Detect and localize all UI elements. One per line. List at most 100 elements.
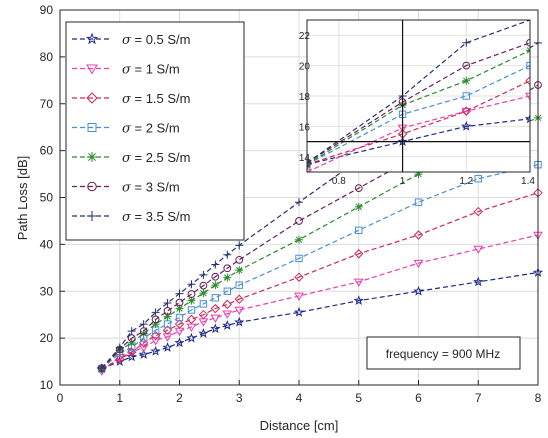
- data-point: [150, 337, 161, 346]
- y-tick-label: 20: [40, 331, 54, 345]
- inset-x-tick-label: 1.2: [459, 176, 473, 187]
- data-point: [414, 198, 423, 206]
- inset-y-tick-label: 22: [299, 31, 311, 42]
- x-axis-label: Distance [cm]: [260, 418, 339, 433]
- data-point: [474, 175, 482, 183]
- data-point: [295, 198, 303, 207]
- data-point: [414, 170, 423, 179]
- x-tick-label: 7: [475, 391, 482, 405]
- legend-entry: σ = 2.5 S/m: [72, 150, 191, 166]
- data-point: [223, 264, 232, 273]
- data-point: [174, 337, 185, 348]
- legend-marker: [87, 123, 97, 132]
- inset-data-point: [462, 92, 470, 100]
- legend-entry: σ = 2 S/m: [72, 121, 180, 137]
- data-point: [235, 266, 244, 275]
- y-tick-label: 10: [40, 378, 54, 392]
- inset-data-point: [462, 61, 471, 70]
- inset-data-point: [307, 158, 311, 167]
- data-point: [198, 328, 209, 338]
- legend-marker: [86, 92, 98, 104]
- series-line: [101, 164, 539, 370]
- data-point: [187, 290, 196, 298]
- x-tick-label: 1: [116, 391, 123, 405]
- data-point: [354, 202, 363, 211]
- y-tick-label: 60: [40, 144, 54, 158]
- data-point: [222, 320, 233, 330]
- data-point: [473, 276, 484, 287]
- frequency-annotation: frequency = 900 MHz: [366, 336, 521, 370]
- inset-data-point: [525, 76, 530, 86]
- data-point: [234, 316, 245, 327]
- data-point: [199, 300, 208, 308]
- inset-data-point: [462, 76, 471, 85]
- data-point: [199, 281, 208, 290]
- data-point: [413, 285, 424, 296]
- y-tick-label: 70: [40, 97, 54, 111]
- x-tick-label: 3: [236, 391, 243, 405]
- data-point: [210, 314, 221, 323]
- data-point: [150, 345, 161, 356]
- data-point: [211, 260, 220, 269]
- legend-marker: [87, 152, 97, 162]
- legend-label: σ = 1.5 S/m: [122, 91, 191, 107]
- legend-entry: σ = 1 S/m: [72, 62, 180, 78]
- data-point: [162, 325, 173, 335]
- inset-series-line: [307, 20, 530, 164]
- data-point: [353, 295, 364, 306]
- legend-label: σ = 2.5 S/m: [122, 150, 191, 166]
- legend-marker: [87, 181, 97, 192]
- series-1: [96, 231, 543, 376]
- inset-series-group: [307, 20, 530, 172]
- legend-label: σ = 2 S/m: [122, 121, 180, 137]
- data-point: [235, 281, 243, 289]
- series-line: [101, 84, 539, 369]
- inset-x-tick-label: 1: [400, 176, 406, 187]
- inset-data-point: [525, 92, 530, 101]
- data-point: [139, 320, 148, 329]
- data-point: [139, 329, 148, 338]
- legend-entry: σ = 1.5 S/m: [72, 91, 191, 107]
- data-point: [413, 259, 424, 269]
- data-point: [150, 331, 161, 341]
- inset-y-tick-label: 20: [299, 62, 311, 73]
- legend-marker: [87, 211, 97, 221]
- inset-x-tick-label: 0.8: [332, 176, 346, 187]
- inset-y-tick-label: 16: [299, 122, 311, 133]
- data-point: [234, 306, 245, 315]
- data-point: [210, 323, 221, 334]
- inset-series-line: [307, 49, 530, 165]
- data-point: [138, 349, 149, 359]
- data-point: [175, 313, 184, 322]
- data-point: [151, 308, 160, 317]
- data-point: [223, 287, 232, 295]
- inset-series-line: [307, 65, 530, 165]
- data-point: [222, 299, 233, 310]
- data-point: [295, 235, 303, 244]
- data-point: [163, 320, 172, 328]
- inset-data-point: [461, 120, 472, 131]
- data-point: [355, 226, 363, 235]
- data-point: [235, 241, 244, 250]
- inset-data-point: [461, 106, 471, 116]
- series-0.5: [96, 267, 544, 373]
- data-point: [354, 249, 364, 259]
- data-point: [127, 327, 136, 336]
- x-tick-label: 4: [296, 391, 303, 405]
- inset-crosshair: [307, 20, 530, 172]
- data-point: [163, 307, 172, 315]
- inset-data-point: [462, 38, 471, 47]
- data-point: [186, 332, 197, 343]
- x-tick-label: 6: [415, 391, 422, 405]
- inset-zoom-plot: 0.8 1 1.2 1.4 14 16 18 20 22: [299, 19, 535, 187]
- y-tick-label: 30: [40, 284, 54, 298]
- legend-entry: σ = 3.5 S/m: [72, 209, 191, 225]
- data-point: [174, 319, 185, 329]
- data-point: [175, 304, 184, 313]
- inset-data-point: [461, 107, 472, 117]
- data-point: [211, 294, 220, 302]
- legend-label: σ = 0.5 S/m: [122, 32, 191, 48]
- y-tick-label: 50: [40, 191, 54, 205]
- inset-series-line: [307, 95, 530, 172]
- data-point: [413, 230, 424, 240]
